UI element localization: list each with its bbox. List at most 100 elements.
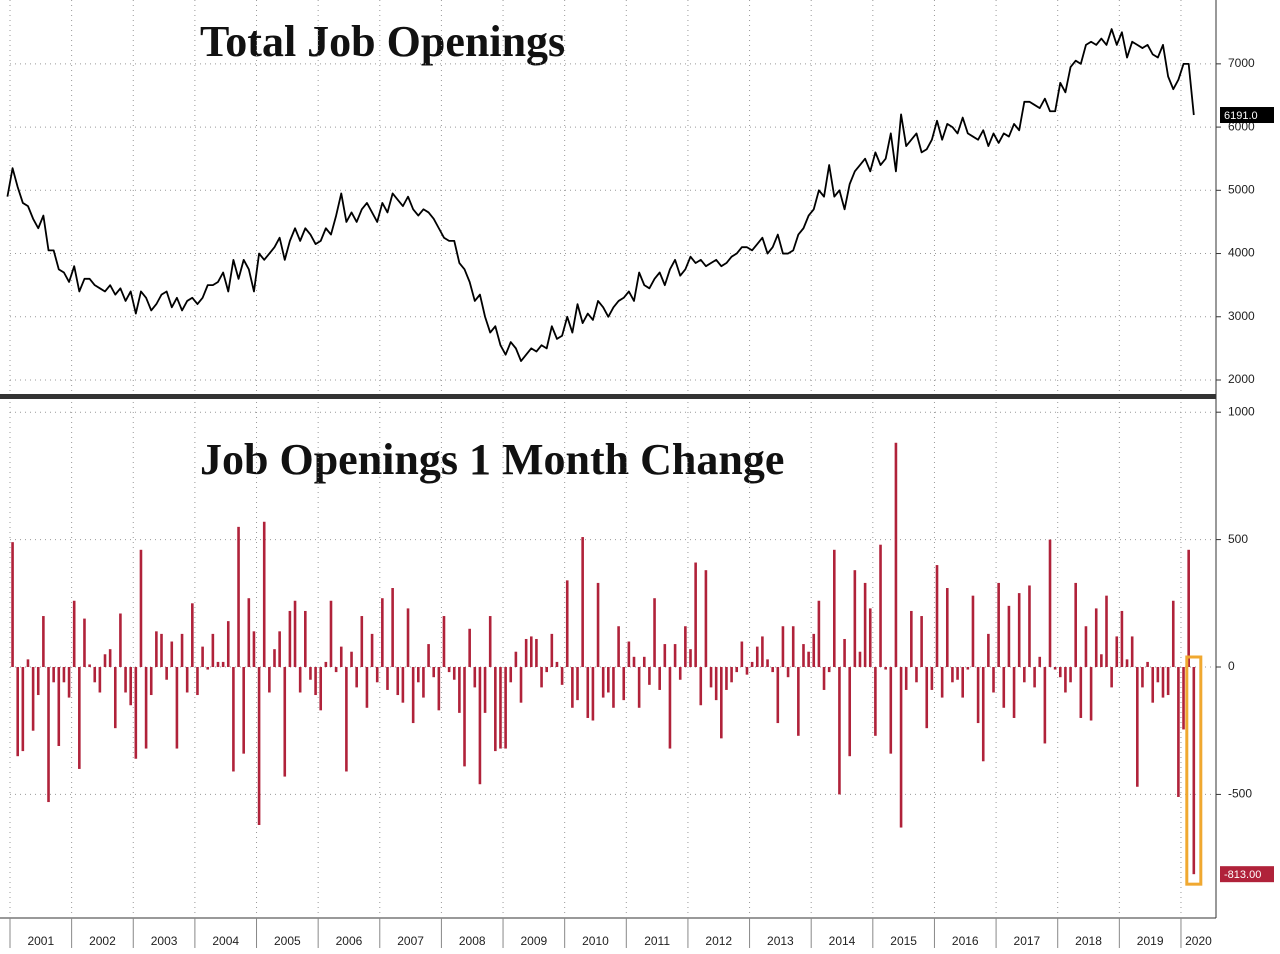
bar <box>149 667 153 696</box>
bar <box>478 667 482 785</box>
y-tick-label: 0 <box>1228 659 1235 673</box>
x-tick-label: 2010 <box>582 934 609 948</box>
bar <box>1100 654 1103 668</box>
x-tick-label: 2016 <box>952 934 979 948</box>
bar <box>992 667 995 693</box>
bar <box>565 580 569 668</box>
bar <box>83 618 86 668</box>
bar <box>899 667 903 828</box>
bar <box>761 636 764 668</box>
bar <box>791 626 795 668</box>
bar <box>93 667 97 683</box>
bar <box>422 667 425 698</box>
bar <box>704 570 708 668</box>
y-tick-label: 7000 <box>1228 56 1255 70</box>
bar <box>129 667 132 706</box>
bar <box>612 667 615 708</box>
bar <box>1105 595 1108 668</box>
bar <box>745 667 749 675</box>
bar <box>915 667 918 683</box>
bar <box>714 667 718 701</box>
bar <box>288 610 292 668</box>
y-tick-label: 2000 <box>1228 372 1255 386</box>
bar <box>309 667 312 680</box>
bar <box>339 646 343 668</box>
bar <box>879 544 882 668</box>
bar <box>119 613 122 668</box>
bar <box>535 638 538 668</box>
bar <box>16 667 20 757</box>
bar <box>355 667 358 688</box>
bar <box>930 667 934 690</box>
bar <box>401 667 405 703</box>
bar <box>1130 636 1134 668</box>
bar <box>684 626 687 668</box>
bar <box>668 667 672 749</box>
bar <box>463 667 466 767</box>
x-tick-label: 2019 <box>1137 934 1164 948</box>
bar <box>370 633 374 668</box>
bar <box>437 667 441 711</box>
bar <box>237 526 240 668</box>
value-label: 6191.0 <box>1224 110 1258 122</box>
bar <box>1069 667 1072 683</box>
bar <box>858 651 862 668</box>
y-tick-label: 3000 <box>1228 309 1255 323</box>
y-tick-label: 1000 <box>1228 404 1255 418</box>
bar <box>776 667 780 724</box>
bar <box>304 610 307 668</box>
bar <box>1012 667 1016 718</box>
bar <box>786 667 790 678</box>
x-tick-label: 2020 <box>1185 934 1212 948</box>
bar <box>257 667 261 825</box>
bar <box>252 631 256 668</box>
bar <box>771 667 774 673</box>
bar <box>365 667 369 708</box>
bar <box>529 636 533 668</box>
bar <box>406 608 410 668</box>
bar <box>653 598 656 668</box>
bar <box>1017 593 1021 668</box>
bar <box>175 667 179 749</box>
bar <box>314 667 317 696</box>
highlight-box <box>1185 655 1203 886</box>
bar <box>78 667 81 769</box>
bar <box>1089 667 1093 721</box>
bar <box>863 582 867 668</box>
bar <box>499 667 502 749</box>
bar <box>386 667 389 690</box>
bar <box>452 667 456 680</box>
bar <box>709 667 713 688</box>
bar <box>268 667 271 693</box>
bar <box>31 667 35 731</box>
bar <box>581 537 584 668</box>
y-tick-label: 500 <box>1228 532 1248 546</box>
bar <box>98 667 102 693</box>
bar <box>642 656 646 668</box>
bar <box>910 610 913 668</box>
bar <box>278 631 281 668</box>
bar <box>1120 610 1124 668</box>
bar <box>853 570 857 668</box>
bar <box>360 616 364 668</box>
bar <box>283 667 287 777</box>
bar <box>47 667 50 803</box>
bar <box>180 633 184 668</box>
bar <box>88 664 91 668</box>
bar <box>396 667 400 696</box>
bar <box>273 649 276 668</box>
bar <box>601 667 605 698</box>
bar <box>945 588 949 668</box>
bar <box>1033 667 1036 688</box>
bar <box>134 667 138 759</box>
bar <box>232 667 235 772</box>
x-tick-label: 2006 <box>336 934 363 948</box>
bar <box>494 667 497 752</box>
x-tick-label: 2013 <box>767 934 794 948</box>
x-tick-label: 2008 <box>459 934 486 948</box>
bar <box>155 631 158 668</box>
bar <box>139 549 143 668</box>
bar <box>817 600 821 668</box>
bar <box>889 667 893 754</box>
bar <box>11 542 14 668</box>
